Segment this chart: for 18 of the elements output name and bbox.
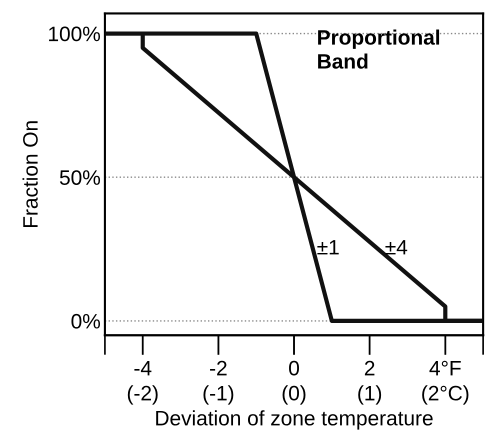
x2-tick-label: (-2) bbox=[128, 385, 158, 405]
y-tick-label: 100% bbox=[49, 26, 100, 42]
y-axis-title: Fraction On bbox=[22, 121, 38, 228]
x2-tick-label: (0) bbox=[282, 385, 306, 405]
x2-tick-label: (1) bbox=[358, 385, 382, 405]
annotation: Proportional Band bbox=[318, 30, 440, 69]
x2-tick-label: (-1) bbox=[203, 385, 234, 405]
x-axis-title: Deviation of zone temperature bbox=[156, 410, 433, 430]
x-tick-label: 2 bbox=[364, 360, 374, 376]
x-tick-label: -2 bbox=[210, 360, 227, 376]
x2-tick-label: (2°C) bbox=[422, 385, 468, 405]
annotation: ±4 bbox=[385, 240, 408, 254]
y-tick-label: 50% bbox=[60, 170, 100, 185]
y-tick-label: 0% bbox=[71, 314, 100, 329]
x-tick-label: 4°F bbox=[429, 360, 461, 376]
x-tick-label: 0 bbox=[289, 360, 299, 376]
annotation: ±1 bbox=[317, 240, 339, 254]
x-tick-label: -4 bbox=[134, 361, 152, 376]
